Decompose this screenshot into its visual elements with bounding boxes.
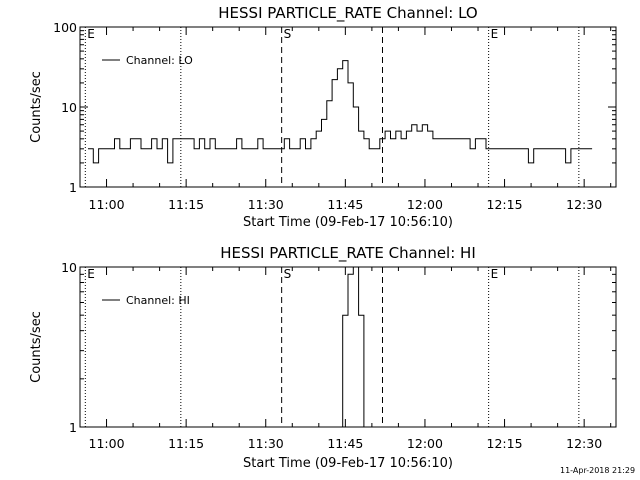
x-tick-label: 11:00 [89, 197, 125, 212]
y-axis-label: Counts/sec [29, 71, 44, 143]
x-tick-label: 11:45 [327, 197, 363, 212]
legend-label: Channel: HI [126, 294, 190, 307]
marker-label: E [491, 267, 499, 281]
y-tick-label: 10 [61, 260, 77, 275]
x-tick-label: 12:30 [566, 197, 602, 212]
series-line [88, 60, 593, 164]
x-tick-label: 12:30 [566, 436, 602, 451]
x-axis-label: Start Time (09-Feb-17 10:56:10) [243, 456, 453, 471]
chart-panel-2: HESSI PARTICLE_RATE Channel: HI Start Tim… [29, 244, 617, 471]
legend-label: Channel: LO [126, 54, 193, 67]
x-tick-label: 11:45 [327, 436, 363, 451]
x-tick-label: 12:00 [407, 197, 443, 212]
x-tick-label: 12:15 [487, 197, 523, 212]
chart-title: HESSI PARTICLE_RATE Channel: HI [220, 244, 476, 263]
x-tick-label: 11:00 [89, 436, 125, 451]
y-tick-label: 100 [53, 20, 77, 35]
plot-frame [79, 26, 617, 188]
y-tick-label: 10 [61, 100, 77, 115]
marker-label: E [87, 267, 95, 281]
chart-panel-1: HESSI PARTICLE_RATE Channel: LO Start Tim… [29, 4, 617, 230]
y-axis-label: Counts/sec [29, 311, 44, 383]
x-tick-label: 11:30 [248, 197, 284, 212]
marker-label: E [491, 27, 499, 41]
marker-label: E [87, 27, 95, 41]
x-tick-label: 11:30 [248, 436, 284, 451]
marker-label: S [284, 267, 292, 281]
plot-frame [79, 266, 617, 428]
x-tick-label: 11:15 [168, 197, 204, 212]
y-tick-label: 1 [69, 420, 77, 435]
timestamp: 11-Apr-2018 21:29 [560, 466, 635, 475]
series-line [337, 266, 370, 428]
marker-label: S [284, 27, 292, 41]
chart-title: HESSI PARTICLE_RATE Channel: LO [218, 4, 477, 23]
x-tick-label: 11:15 [168, 436, 204, 451]
y-tick-label: 1 [69, 180, 77, 195]
x-tick-label: 12:00 [407, 436, 443, 451]
x-axis-label: Start Time (09-Feb-17 10:56:10) [243, 215, 453, 230]
x-tick-label: 12:15 [487, 436, 523, 451]
